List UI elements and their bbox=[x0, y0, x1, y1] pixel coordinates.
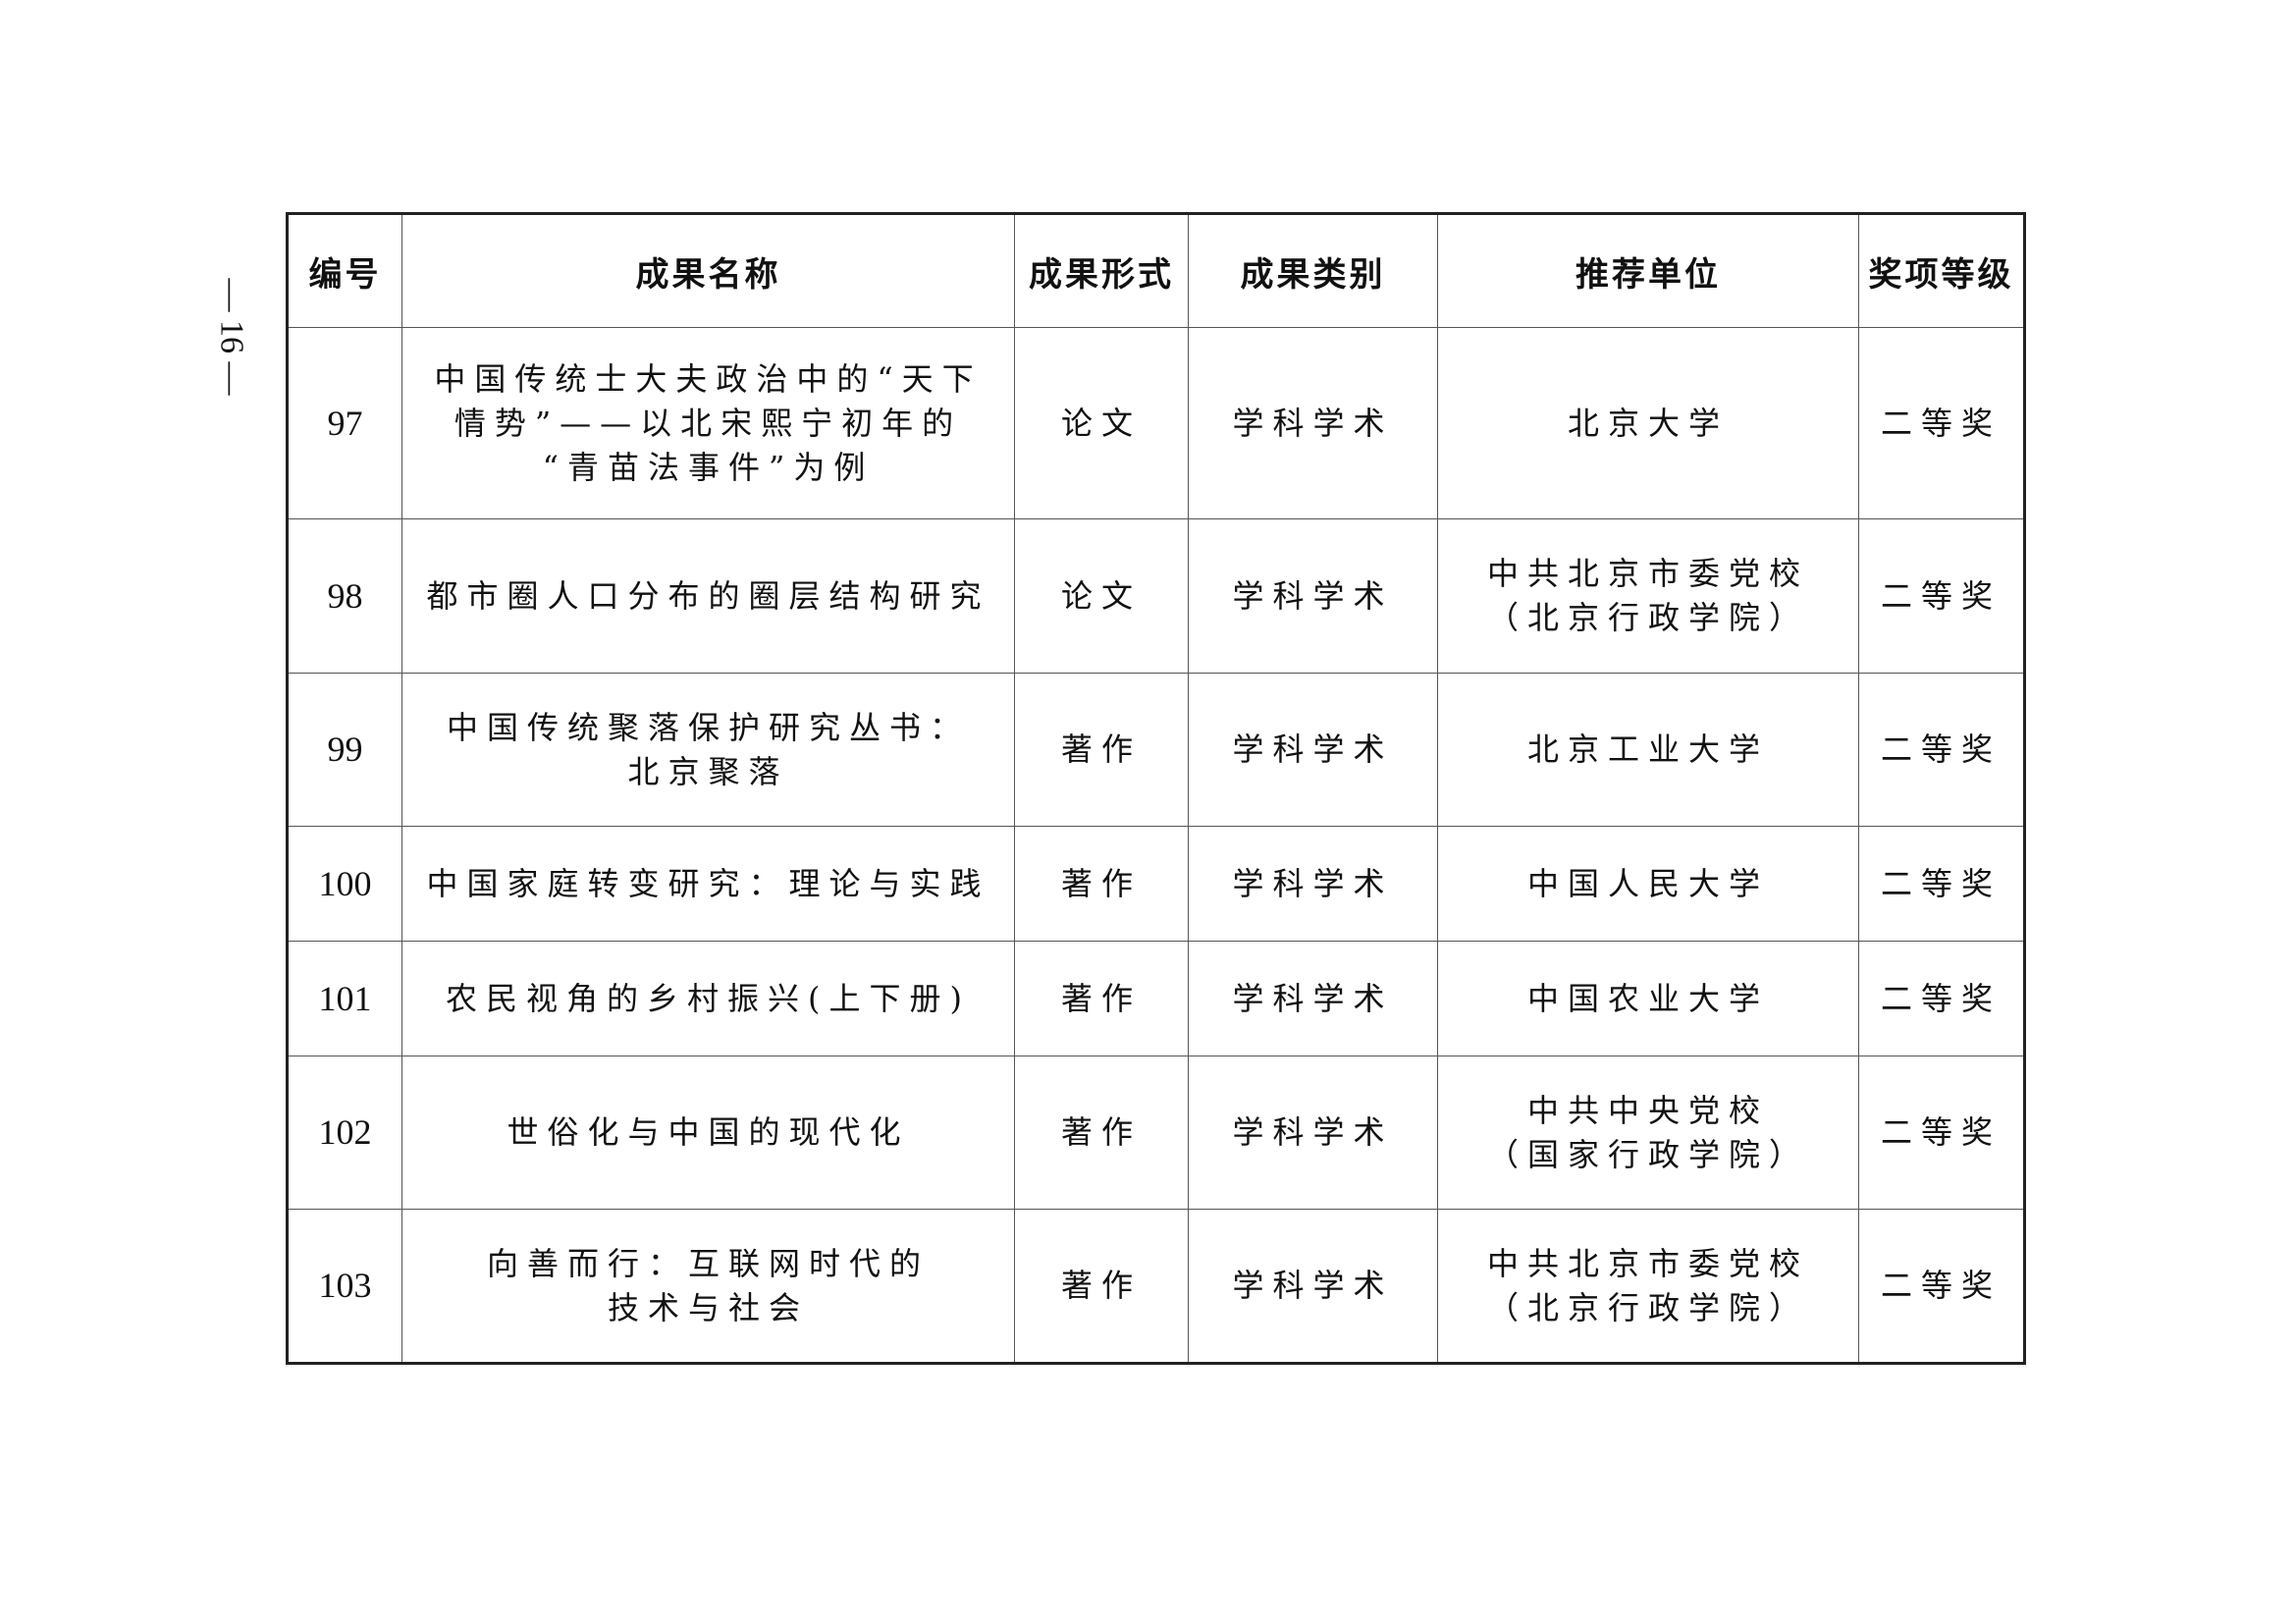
table-row: 99 中国传统聚落保护研究丛书： 北京聚落 著作 学科学术 北京工业大学 二等奖 bbox=[287, 673, 2025, 827]
cell-category: 学科学术 bbox=[1188, 327, 1438, 519]
cell-id: 101 bbox=[287, 941, 402, 1056]
cell-unit-line: 中国农业大学 bbox=[1526, 979, 1769, 1017]
cell-award: 二等奖 bbox=[1858, 518, 2025, 674]
table-row: 102 世俗化与中国的现代化 著作 学科学术 中共中央党校 （国家行政学院） 二等奖 bbox=[287, 1056, 2025, 1210]
cell-title-line: 向善而行：互联网时代的 bbox=[486, 1244, 930, 1282]
cell-form: 著作 bbox=[1014, 826, 1189, 942]
cell-title-line: 农民视角的乡村振兴(上下册) bbox=[446, 979, 971, 1017]
cell-title-line: 北京聚落 bbox=[627, 752, 789, 790]
header-title: 成果名称 bbox=[401, 213, 1015, 328]
cell-title: 中国家庭转变研究：理论与实践 bbox=[401, 826, 1015, 942]
cell-unit-line: 中共北京市委党校 bbox=[1486, 1244, 1809, 1282]
cell-category: 学科学术 bbox=[1188, 1209, 1438, 1364]
cell-title: 都市圈人口分布的圈层结构研究 bbox=[401, 518, 1015, 674]
cell-unit-line: 中共中央党校 bbox=[1526, 1091, 1769, 1129]
cell-title-line: 中国家庭转变研究：理论与实践 bbox=[426, 864, 990, 902]
cell-category: 学科学术 bbox=[1188, 941, 1438, 1056]
cell-unit: 中共北京市委党校 （北京行政学院） bbox=[1437, 518, 1859, 674]
cell-form: 著作 bbox=[1014, 1209, 1189, 1364]
cell-unit-line: （国家行政学院） bbox=[1486, 1135, 1809, 1173]
cell-id: 99 bbox=[287, 673, 402, 827]
cell-id: 97 bbox=[287, 327, 402, 519]
cell-award: 二等奖 bbox=[1858, 327, 2025, 519]
cell-id: 100 bbox=[287, 826, 402, 942]
cell-unit: 中国人民大学 bbox=[1437, 826, 1859, 942]
table-row: 97 中国传统士大夫政治中的“天下 情势”——以北宋熙宁初年的 “青苗法事件”为例 论文… bbox=[287, 327, 2025, 519]
cell-title-line: “青苗法事件”为例 bbox=[542, 448, 875, 486]
cell-unit-line: （北京行政学院） bbox=[1486, 1288, 1809, 1326]
header-form: 成果形式 bbox=[1014, 213, 1189, 328]
cell-unit: 中共北京市委党校 （北京行政学院） bbox=[1437, 1209, 1859, 1364]
cell-form: 著作 bbox=[1014, 673, 1189, 827]
cell-id: 103 bbox=[287, 1209, 402, 1364]
table-row: 103 向善而行：互联网时代的 技术与社会 著作 学科学术 中共北京市委党校 （北京行政学院… bbox=[287, 1209, 2025, 1364]
cell-title-line: 都市圈人口分布的圈层结构研究 bbox=[426, 576, 990, 615]
cell-title: 中国传统士大夫政治中的“天下 情势”——以北宋熙宁初年的 “青苗法事件”为例 bbox=[401, 327, 1015, 519]
cell-id: 98 bbox=[287, 518, 402, 674]
cell-form: 著作 bbox=[1014, 941, 1189, 1056]
cell-unit-line: 中国人民大学 bbox=[1526, 864, 1769, 902]
page-number: — 16 — bbox=[213, 278, 249, 395]
cell-award: 二等奖 bbox=[1858, 1209, 2025, 1364]
table-row: 98 都市圈人口分布的圈层结构研究 论文 学科学术 中共北京市委党校 （北京行政学院） 二等… bbox=[287, 518, 2025, 674]
cell-award: 二等奖 bbox=[1858, 941, 2025, 1056]
header-award: 奖项等级 bbox=[1858, 213, 2025, 328]
cell-form: 论文 bbox=[1014, 327, 1189, 519]
cell-title-line: 情势”——以北宋熙宁初年的 bbox=[454, 404, 963, 442]
cell-form: 论文 bbox=[1014, 518, 1189, 674]
cell-category: 学科学术 bbox=[1188, 826, 1438, 942]
cell-award: 二等奖 bbox=[1858, 826, 2025, 942]
cell-award: 二等奖 bbox=[1858, 673, 2025, 827]
table-header-row: 编号 成果名称 成果形式 成果类别 推荐单位 奖项等级 bbox=[287, 213, 2025, 328]
cell-title: 向善而行：互联网时代的 技术与社会 bbox=[401, 1209, 1015, 1364]
cell-unit-line: 北京大学 bbox=[1567, 404, 1729, 442]
cell-title-line: 技术与社会 bbox=[607, 1288, 809, 1326]
cell-category: 学科学术 bbox=[1188, 1056, 1438, 1210]
cell-unit: 北京工业大学 bbox=[1437, 673, 1859, 827]
header-unit: 推荐单位 bbox=[1437, 213, 1859, 328]
cell-unit-line: 北京工业大学 bbox=[1526, 731, 1769, 768]
cell-title: 中国传统聚落保护研究丛书： 北京聚落 bbox=[401, 673, 1015, 827]
cell-title: 农民视角的乡村振兴(上下册) bbox=[401, 941, 1015, 1056]
cell-title-line: 中国传统士大夫政治中的“天下 bbox=[434, 359, 983, 398]
cell-title-line: 中国传统聚落保护研究丛书： bbox=[446, 708, 970, 746]
header-id: 编号 bbox=[287, 213, 402, 328]
table-row: 100 中国家庭转变研究：理论与实践 著作 学科学术 中国人民大学 二等奖 bbox=[287, 826, 2025, 942]
cell-award: 二等奖 bbox=[1858, 1056, 2025, 1210]
cell-category: 学科学术 bbox=[1188, 673, 1438, 827]
cell-id: 102 bbox=[287, 1056, 402, 1210]
awards-table: 编号 成果名称 成果形式 成果类别 推荐单位 奖项等级 97 中国传统士大夫政治中… bbox=[286, 212, 2026, 1365]
table-row: 101 农民视角的乡村振兴(上下册) 著作 学科学术 中国农业大学 二等奖 bbox=[287, 941, 2025, 1056]
cell-category: 学科学术 bbox=[1188, 518, 1438, 674]
header-category: 成果类别 bbox=[1188, 213, 1438, 328]
cell-unit-line: 中共北京市委党校 bbox=[1486, 555, 1809, 592]
cell-unit: 北京大学 bbox=[1437, 327, 1859, 519]
cell-unit: 中共中央党校 （国家行政学院） bbox=[1437, 1056, 1859, 1210]
cell-unit-line: （北京行政学院） bbox=[1486, 599, 1809, 636]
cell-form: 著作 bbox=[1014, 1056, 1189, 1210]
cell-title-line: 世俗化与中国的现代化 bbox=[507, 1113, 910, 1151]
cell-title: 世俗化与中国的现代化 bbox=[401, 1056, 1015, 1210]
cell-unit: 中国农业大学 bbox=[1437, 941, 1859, 1056]
